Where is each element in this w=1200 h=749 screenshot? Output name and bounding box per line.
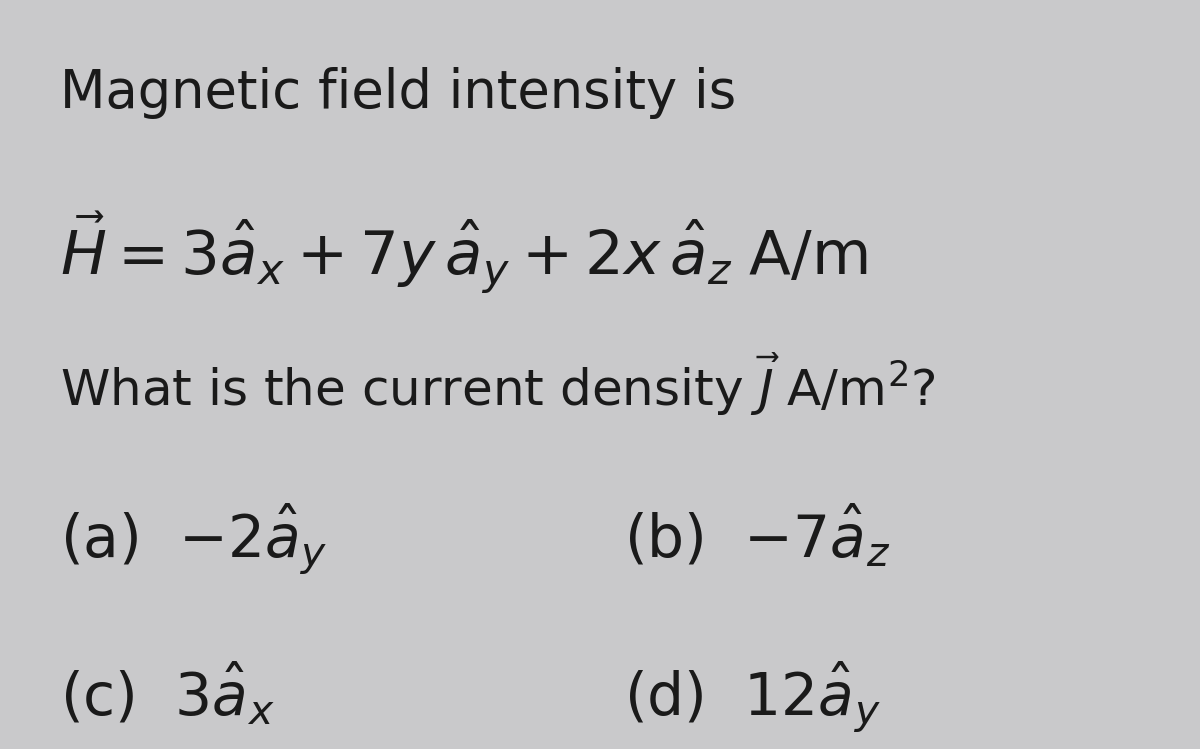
- Text: (b)  $-7\hat{a}_z$: (b) $-7\hat{a}_z$: [624, 502, 890, 570]
- Text: (d)  $12\hat{a}_y$: (d) $12\hat{a}_y$: [624, 659, 881, 735]
- Text: What is the current density $\vec{J}\;$A/m$^2$?: What is the current density $\vec{J}\;$A…: [60, 352, 936, 418]
- Text: (c)  $3\hat{a}_x$: (c) $3\hat{a}_x$: [60, 659, 275, 727]
- Text: $\vec{H} = 3\hat{a}_x + 7y\,\hat{a}_y + 2x\,\hat{a}_z\;$A/m: $\vec{H} = 3\hat{a}_x + 7y\,\hat{a}_y + …: [60, 210, 868, 297]
- Text: Magnetic field intensity is: Magnetic field intensity is: [60, 67, 737, 119]
- Text: (a)  $-2\hat{a}_y$: (a) $-2\hat{a}_y$: [60, 502, 328, 577]
